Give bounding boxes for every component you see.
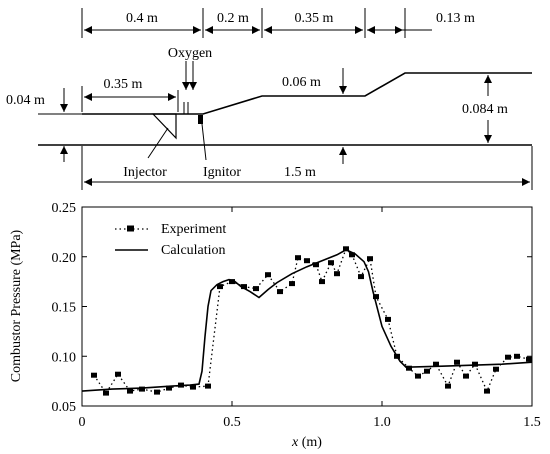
dim-1.5-label: 1.5 m bbox=[284, 165, 316, 180]
x-tick-label: 0 bbox=[79, 415, 86, 430]
experiment-point bbox=[433, 361, 439, 367]
experiment-point bbox=[205, 383, 211, 389]
experiment-point bbox=[139, 386, 145, 392]
dim-0.35-top-label: 0.35 m bbox=[295, 11, 334, 26]
dim-0.35-inner-label: 0.35 m bbox=[104, 77, 143, 92]
y-axis-title: Combustor Pressure (MPa) bbox=[9, 229, 24, 382]
x-tick-label: 1.0 bbox=[373, 415, 391, 430]
experiment-point bbox=[313, 262, 319, 268]
dim-0.04-label: 0.04 m bbox=[6, 93, 45, 108]
experiment-point bbox=[289, 281, 295, 287]
experiment-point bbox=[217, 284, 223, 290]
ignitor-label: Ignitor bbox=[203, 165, 241, 180]
experiment-point bbox=[115, 371, 121, 377]
y-tick-label: 0.25 bbox=[52, 201, 77, 216]
ignitor-block bbox=[198, 115, 203, 124]
experiment-point bbox=[484, 388, 490, 394]
experiment-point bbox=[349, 252, 355, 258]
legend: Experiment Calculation bbox=[115, 222, 226, 258]
experiment-point bbox=[514, 353, 520, 359]
experiment-point bbox=[424, 368, 430, 374]
injector-leader bbox=[147, 127, 169, 159]
experiment-point bbox=[229, 279, 235, 285]
experiment-point bbox=[454, 359, 460, 365]
x-tick-label: 1.5 bbox=[523, 415, 541, 430]
experiment-point bbox=[358, 274, 364, 280]
experiment-point bbox=[91, 372, 97, 378]
experiment-points bbox=[91, 246, 532, 396]
dim-0.06-label: 0.06 m bbox=[282, 75, 321, 90]
experiment-point bbox=[472, 361, 478, 367]
x-tick-label: 0.5 bbox=[223, 415, 241, 430]
x-axis: 0 0.5 1.0 1.5 bbox=[79, 207, 541, 430]
y-tick-label: 0.20 bbox=[52, 251, 77, 266]
experiment-point bbox=[253, 286, 259, 292]
experiment-point bbox=[178, 382, 184, 388]
experiment-point bbox=[373, 294, 379, 300]
dim-0.084-label: 0.084 m bbox=[462, 102, 508, 117]
oxygen-label: Oxygen bbox=[168, 46, 212, 61]
experiment-point bbox=[526, 356, 532, 362]
experiment-point bbox=[265, 272, 271, 278]
injector-label: Injector bbox=[123, 165, 167, 180]
experiment-point bbox=[445, 383, 451, 389]
experiment-point bbox=[406, 365, 412, 371]
y-tick-label: 0.05 bbox=[52, 400, 77, 415]
dim-0.2-label: 0.2 m bbox=[217, 11, 249, 26]
injector-strut bbox=[151, 113, 177, 140]
experiment-point bbox=[190, 384, 196, 390]
x-axis-title: x (m) bbox=[291, 435, 322, 450]
experiment-point bbox=[328, 260, 334, 266]
pressure-chart: 0.05 0.10 0.15 0.20 0.25 0 0.5 1.0 1.5 Experime… bbox=[9, 201, 541, 450]
experiment-point bbox=[343, 246, 349, 252]
y-tick-label: 0.15 bbox=[52, 301, 77, 316]
experiment-point bbox=[463, 373, 469, 379]
dim-0.13-label: 0.13 m bbox=[436, 11, 475, 26]
experiment-point bbox=[367, 256, 373, 262]
experiment-point bbox=[319, 279, 325, 285]
experiment-point bbox=[127, 388, 133, 394]
geometry-diagram: 0.4 m 0.2 m 0.35 m 0.13 m Oxygen 0.35 m … bbox=[6, 8, 533, 190]
y-axis: 0.05 0.10 0.15 0.20 0.25 bbox=[52, 201, 532, 415]
experiment-point bbox=[415, 373, 421, 379]
legend-calculation-label: Calculation bbox=[161, 243, 226, 258]
experiment-line bbox=[93, 247, 530, 395]
experiment-point bbox=[304, 258, 310, 264]
experiment-point bbox=[154, 389, 160, 395]
experiment-point bbox=[493, 366, 499, 372]
ignitor-leader bbox=[201, 123, 207, 161]
dim-0.4-label: 0.4 m bbox=[126, 11, 158, 26]
experiment-point bbox=[394, 353, 400, 359]
experiment-point bbox=[505, 354, 511, 360]
experiment-point bbox=[241, 284, 247, 290]
y-tick-label: 0.10 bbox=[52, 350, 77, 365]
legend-experiment-label: Experiment bbox=[161, 222, 226, 237]
experiment-point bbox=[295, 255, 301, 261]
experiment-point bbox=[277, 289, 283, 295]
experiment-point bbox=[103, 390, 109, 396]
experiment-point bbox=[334, 271, 340, 277]
experiment-point bbox=[385, 316, 391, 322]
combustor-upper-wall bbox=[82, 72, 532, 115]
legend-experiment-marker bbox=[127, 225, 134, 232]
experiment-point bbox=[166, 385, 172, 391]
calculation-line bbox=[81, 248, 533, 392]
